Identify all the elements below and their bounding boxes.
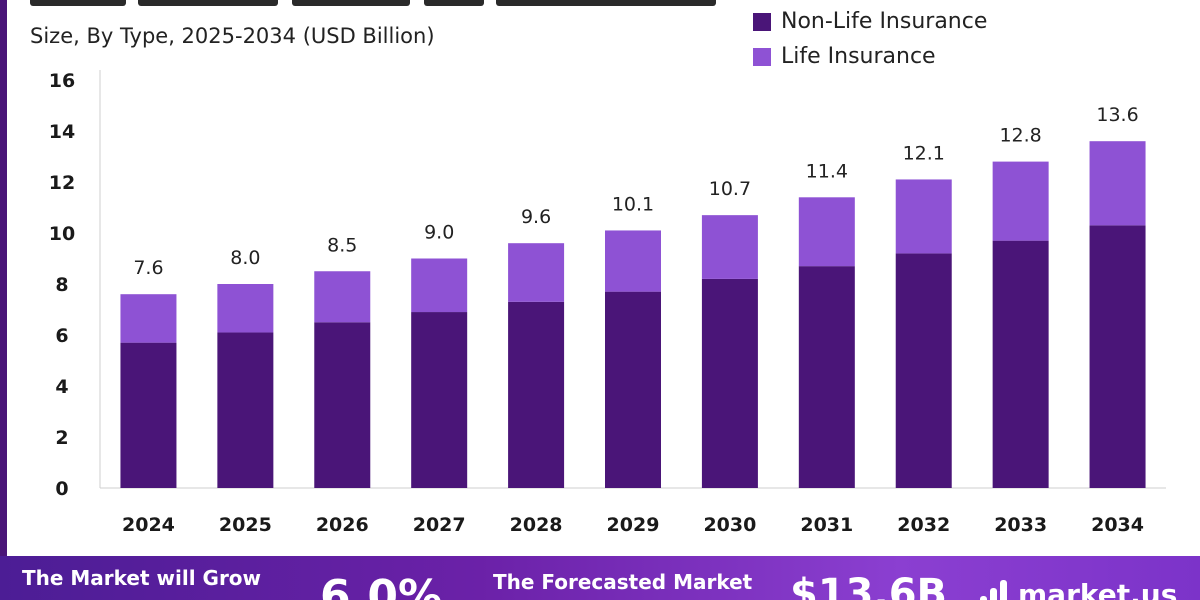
bar-non-life-2034 <box>1089 225 1146 488</box>
legend: Non-Life Insurance Life Insurance <box>753 4 987 74</box>
bar-non-life-2027 <box>411 312 468 488</box>
data-label-2030: 10.7 <box>709 178 751 200</box>
bar-life-2027 <box>411 258 468 313</box>
left-accent-bar <box>0 0 7 556</box>
footer-cagr-value: 6.0% <box>320 571 443 600</box>
data-label-2029: 10.1 <box>612 193 654 215</box>
bar-non-life-2029 <box>605 291 661 488</box>
y-tick-label: 4 <box>55 376 68 398</box>
x-tick-label-2027: 2027 <box>413 514 466 536</box>
bar-non-life-2026 <box>314 322 371 488</box>
footer-grow-text: The Market will Grow <box>22 566 262 590</box>
legend-label-non-life: Non-Life Insurance <box>781 9 988 34</box>
legend-label-life: Life Insurance <box>781 44 936 69</box>
footer-size-value: $13.6B <box>790 571 948 600</box>
x-tick-label-2030: 2030 <box>703 514 756 536</box>
x-tick-label-2025: 2025 <box>219 514 272 536</box>
data-label-2033: 12.8 <box>999 125 1041 147</box>
data-label-2031: 11.4 <box>806 160 848 182</box>
bar-life-2028 <box>508 243 565 302</box>
x-tick-label-2034: 2034 <box>1091 514 1144 536</box>
footer-banner: The Market will Grow 6.0% The Forecasted… <box>0 556 1200 600</box>
stacked-bar-chart: 0 2 4 6 8 10 12 14 16 7.6 2024 8.0 2025 8.5 2026 9.0 202… <box>49 70 1166 536</box>
bar-non-life-2032 <box>895 253 952 488</box>
bar-life-2029 <box>605 230 661 292</box>
y-tick-label: 14 <box>49 121 75 143</box>
bar-life-2030 <box>701 215 758 279</box>
data-label-2027: 9.0 <box>424 222 454 244</box>
x-tick-label-2028: 2028 <box>510 514 563 536</box>
data-label-2025: 8.0 <box>230 247 260 269</box>
legend-item-life: Life Insurance <box>753 39 987 74</box>
data-label-2034: 13.6 <box>1096 104 1138 126</box>
y-tick-label: 16 <box>49 70 75 92</box>
x-tick-label-2031: 2031 <box>800 514 853 536</box>
footer-forecast-text: The Forecasted Market <box>493 570 753 594</box>
x-tick-label-2026: 2026 <box>316 514 369 536</box>
x-tick-label-2029: 2029 <box>607 514 660 536</box>
brand-name: market.us <box>1018 578 1178 600</box>
bar-non-life-2033 <box>992 240 1049 488</box>
x-tick-label-2032: 2032 <box>897 514 950 536</box>
legend-swatch-non-life <box>753 12 771 31</box>
bar-non-life-2030 <box>701 278 758 488</box>
y-tick-label: 12 <box>49 172 75 194</box>
y-tick-label: 6 <box>55 325 68 347</box>
bar-life-2034 <box>1089 141 1146 226</box>
bar-non-life-2031 <box>798 266 855 488</box>
y-tick-label: 8 <box>55 274 68 296</box>
bar-life-2026 <box>314 271 371 323</box>
bar-life-2032 <box>895 179 952 254</box>
data-label-2032: 12.1 <box>903 142 945 164</box>
bar-life-2031 <box>798 197 855 267</box>
data-label-2024: 7.6 <box>133 257 163 279</box>
bar-life-2024 <box>120 294 177 343</box>
bar-non-life-2024 <box>120 342 177 488</box>
bar-life-2033 <box>992 161 1049 241</box>
bar-non-life-2025 <box>217 332 274 488</box>
data-label-2026: 8.5 <box>327 234 357 256</box>
legend-swatch-life <box>753 47 771 66</box>
x-tick-label-2024: 2024 <box>122 514 175 536</box>
brand-logo: market.us <box>980 578 1177 600</box>
chart-subtitle: Size, By Type, 2025-2034 (USD Billion) <box>30 24 435 48</box>
legend-item-non-life: Non-Life Insurance <box>753 4 987 39</box>
y-tick-label: 10 <box>49 223 75 245</box>
data-label-2028: 9.6 <box>521 206 551 228</box>
bar-non-life-2028 <box>508 301 565 488</box>
y-tick-label: 2 <box>55 427 68 449</box>
chart-title-cropped <box>30 0 720 8</box>
y-tick-label: 0 <box>55 478 68 500</box>
x-tick-label-2033: 2033 <box>994 514 1047 536</box>
bar-life-2025 <box>217 284 274 333</box>
brand-mark-icon <box>980 579 1010 600</box>
